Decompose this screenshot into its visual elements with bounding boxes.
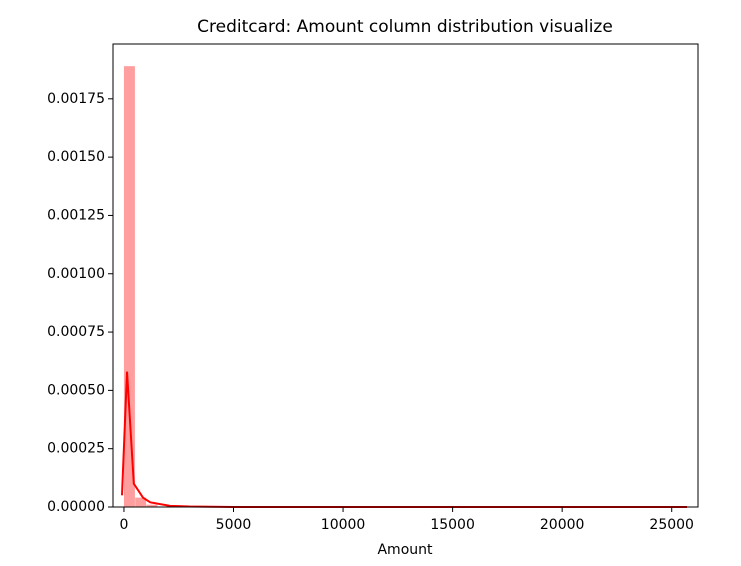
bar [123, 66, 135, 507]
y-tick-label: 0.00050 [47, 382, 105, 398]
x-tick-label: 5000 [216, 517, 252, 533]
y-tick-label: 0.00175 [47, 91, 105, 107]
x-axis-label: Amount [377, 542, 433, 558]
x-tick-label: 15000 [430, 517, 475, 533]
x-tick-label: 0 [119, 517, 128, 533]
x-tick-label: 20000 [540, 517, 585, 533]
y-tick-label: 0.00075 [47, 324, 105, 340]
y-tick-label: 0.00150 [47, 149, 105, 165]
bar [135, 497, 147, 507]
y-tick-label: 0.00000 [47, 499, 105, 515]
chart-title: Creditcard: Amount column distribution v… [197, 17, 613, 37]
x-tick-label: 25000 [649, 517, 694, 533]
bar [146, 504, 158, 507]
y-tick-label: 0.00100 [47, 266, 105, 282]
plot-frame [112, 43, 699, 508]
y-tick-label: 0.00125 [47, 207, 105, 223]
kde-line [120, 371, 688, 508]
y-tick-label: 0.00025 [47, 441, 105, 457]
x-tick-label: 10000 [321, 517, 366, 533]
